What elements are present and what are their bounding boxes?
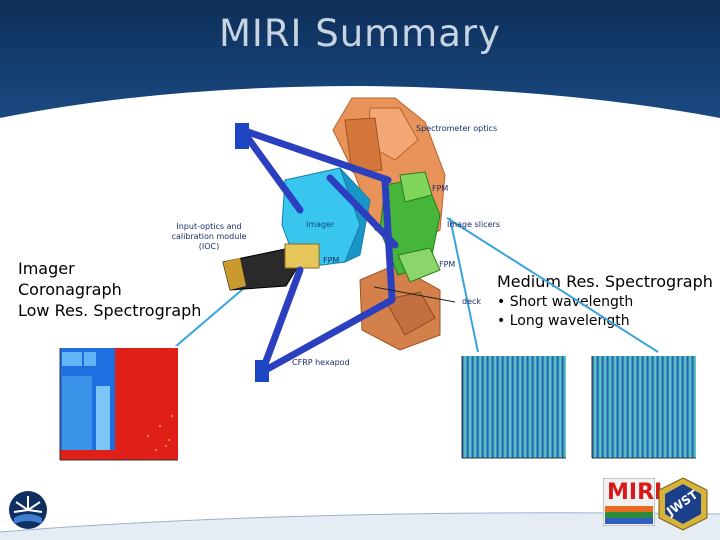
image-slicer-block: [379, 171, 441, 283]
header-wave: [0, 0, 720, 118]
label-fpm-right: FPM: [439, 260, 456, 269]
deck-leader: [373, 286, 456, 303]
label-mrs: Medium Res. Spectrograph: [497, 272, 713, 291]
jwst-logo-graphic: [658, 477, 708, 531]
header-band: MIRI Summary: [0, 0, 720, 125]
label-ioc: Input-optics and calibration module (IOC…: [171, 222, 247, 251]
miri-logo-graphic: [602, 477, 656, 527]
imager-detector-image: [38, 346, 180, 470]
mrs-short-wavelength-image: [461, 356, 566, 459]
bullet-short-wavelength: • Short wavelength: [497, 294, 634, 310]
miri-logo-text: MIRI: [607, 480, 663, 505]
label-imager-diagram: Imager: [306, 220, 335, 229]
jwst-logo: JWST: [655, 476, 711, 532]
right-instrument-list: Medium Res. Spectrograph • Short wavelen…: [497, 272, 713, 331]
miri-logo: MIRI: [602, 477, 662, 527]
left-instrument-list: Imager Coronagraph Low Res. Spectrograph: [18, 258, 201, 321]
label-deck: deck: [462, 297, 482, 306]
label-coronagraph: Coronagraph: [18, 280, 122, 299]
institution-logo: [9, 491, 47, 529]
ioc-module: [222, 243, 320, 291]
hexapod-foot-bottom: [255, 360, 269, 382]
bullet-long-wavelength: • Long wavelength: [497, 313, 630, 329]
mrs-long-wavelength-image: [591, 356, 696, 459]
label-cfrp-hexapod: CFRP hexapod: [292, 358, 350, 367]
hexapod-struts: [238, 126, 399, 376]
slide-title: MIRI Summary: [218, 12, 502, 55]
label-imager: Imager: [18, 259, 75, 278]
label-fpm-top: FPM: [432, 184, 449, 193]
label-spectrometer-optics: Spectrometer optics: [416, 124, 498, 133]
label-image-slicers: Image slicers: [447, 220, 500, 229]
hexapod-foot-top: [235, 123, 249, 149]
callout-line-mrs-left: [449, 217, 479, 353]
callout-line-mrs-right: [446, 217, 659, 353]
label-fpm-left: FPM: [323, 256, 340, 265]
label-lrs: Low Res. Spectrograph: [18, 301, 202, 320]
